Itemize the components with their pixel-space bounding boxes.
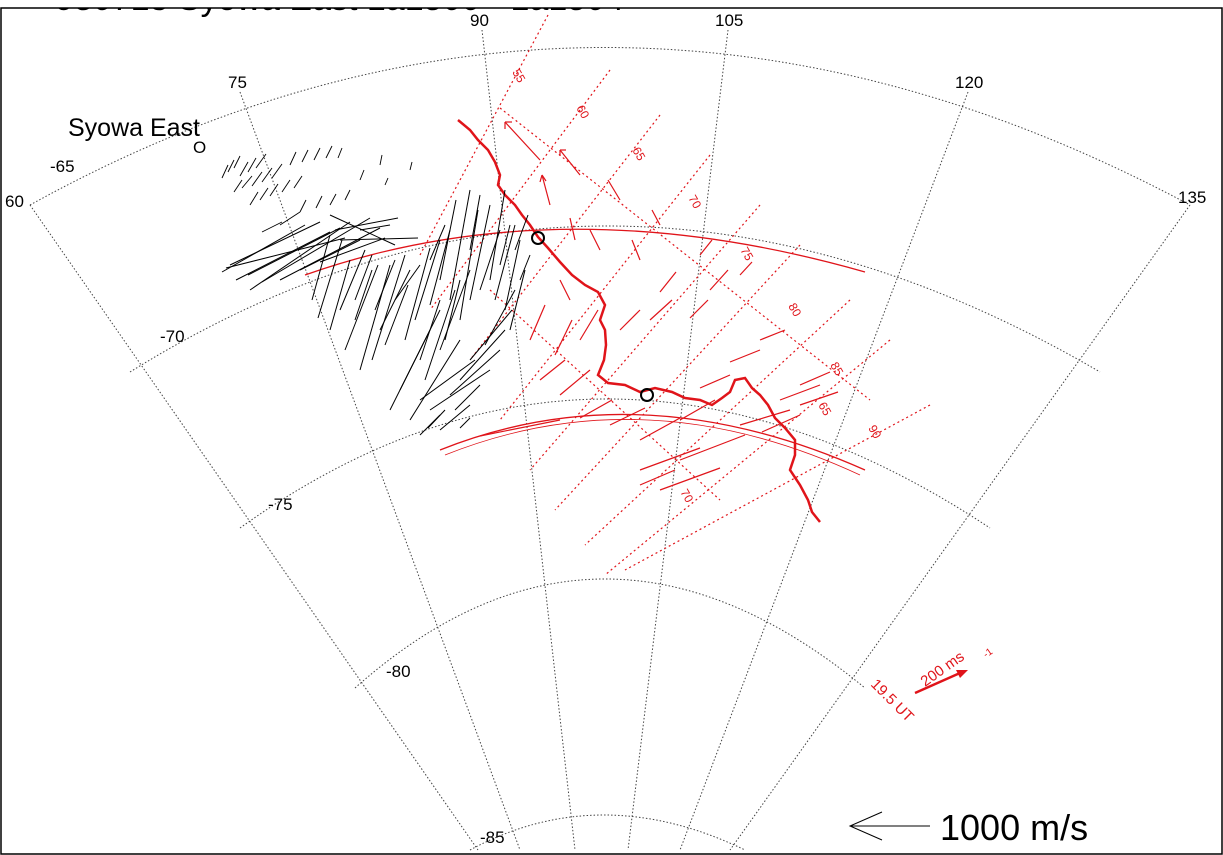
meridian-60 — [29, 204, 479, 851]
lat-label-65: -65 — [50, 157, 75, 176]
black-velocity-vectors-field — [221, 189, 531, 436]
scale-legend: 1000 m/s — [848, 807, 1088, 848]
lon-label-120: 120 — [955, 73, 983, 92]
red-beam-grid — [419, 14, 931, 576]
red-scale-legend: 200 ms -1 19.5 UT — [867, 646, 995, 725]
red-scale-arrowhead-icon — [956, 670, 968, 678]
red-scale-label: 200 ms — [918, 648, 968, 690]
lon-label-60: 60 — [5, 192, 24, 211]
lat-overlay-label-70: 70 — [677, 487, 696, 506]
map-frame — [0, 7, 1223, 855]
lon-label-105: 105 — [715, 11, 743, 30]
latitude-arc-75 — [239, 398, 991, 529]
marker-circle-2 — [640, 388, 654, 402]
latitude-arc-65 — [29, 47, 1191, 206]
latitude-arc-85 — [469, 814, 746, 851]
red-scale-exponent: -1 — [981, 646, 995, 660]
meridian-135 — [729, 204, 1191, 851]
lat-label-85: -85 — [480, 828, 505, 847]
meridian-90 — [481, 29, 576, 851]
map-title: 980713 Syowa East 1a1500 - 1a1504 — [55, 0, 624, 18]
lon-label-75: 75 — [228, 73, 247, 92]
map-grid: 980713 Syowa East 1a1500 - 1a1504 — [29, 0, 1191, 851]
beam-label-85: 85 — [827, 360, 846, 379]
black-velocity-vectors-small — [221, 145, 413, 233]
latitude-arc-70 — [129, 225, 1101, 373]
beam-label-90: 90 — [865, 423, 884, 442]
marker-circle-1 — [531, 231, 545, 245]
red-boundary-lower — [439, 413, 866, 471]
lat-label-80: -80 — [386, 662, 411, 681]
red-velocity-vectors — [479, 121, 839, 491]
beam-label-55: 55 — [509, 67, 528, 86]
lat-overlay-label-65: 65 — [815, 400, 834, 419]
meridian-75 — [239, 91, 521, 851]
station-marker-icon: O — [193, 138, 206, 157]
meridian-120 — [679, 91, 969, 851]
scale-label: 1000 m/s — [940, 807, 1088, 848]
beam-label-60: 60 — [573, 103, 592, 122]
red-beam-labels: 55 60 65 70 75 80 85 90 65 70 — [509, 67, 884, 506]
lat-label-75: -75 — [268, 495, 293, 514]
lon-label-135: 135 — [1178, 188, 1206, 207]
red-boundary-lower-2 — [444, 419, 861, 476]
station-name: Syowa East — [68, 114, 200, 142]
coastline — [457, 119, 821, 523]
lat-label-70: -70 — [160, 327, 185, 346]
beam-label-75: 75 — [737, 245, 756, 264]
beam-label-65: 65 — [629, 145, 648, 164]
latitude-arc-80 — [354, 578, 866, 689]
meridian-105 — [627, 29, 729, 851]
beam-label-80: 80 — [785, 301, 804, 320]
lon-label-90: 90 — [470, 11, 489, 30]
time-label: 19.5 UT — [867, 676, 917, 726]
scale-arrow-icon — [848, 811, 883, 841]
beam-label-70: 70 — [685, 193, 704, 212]
